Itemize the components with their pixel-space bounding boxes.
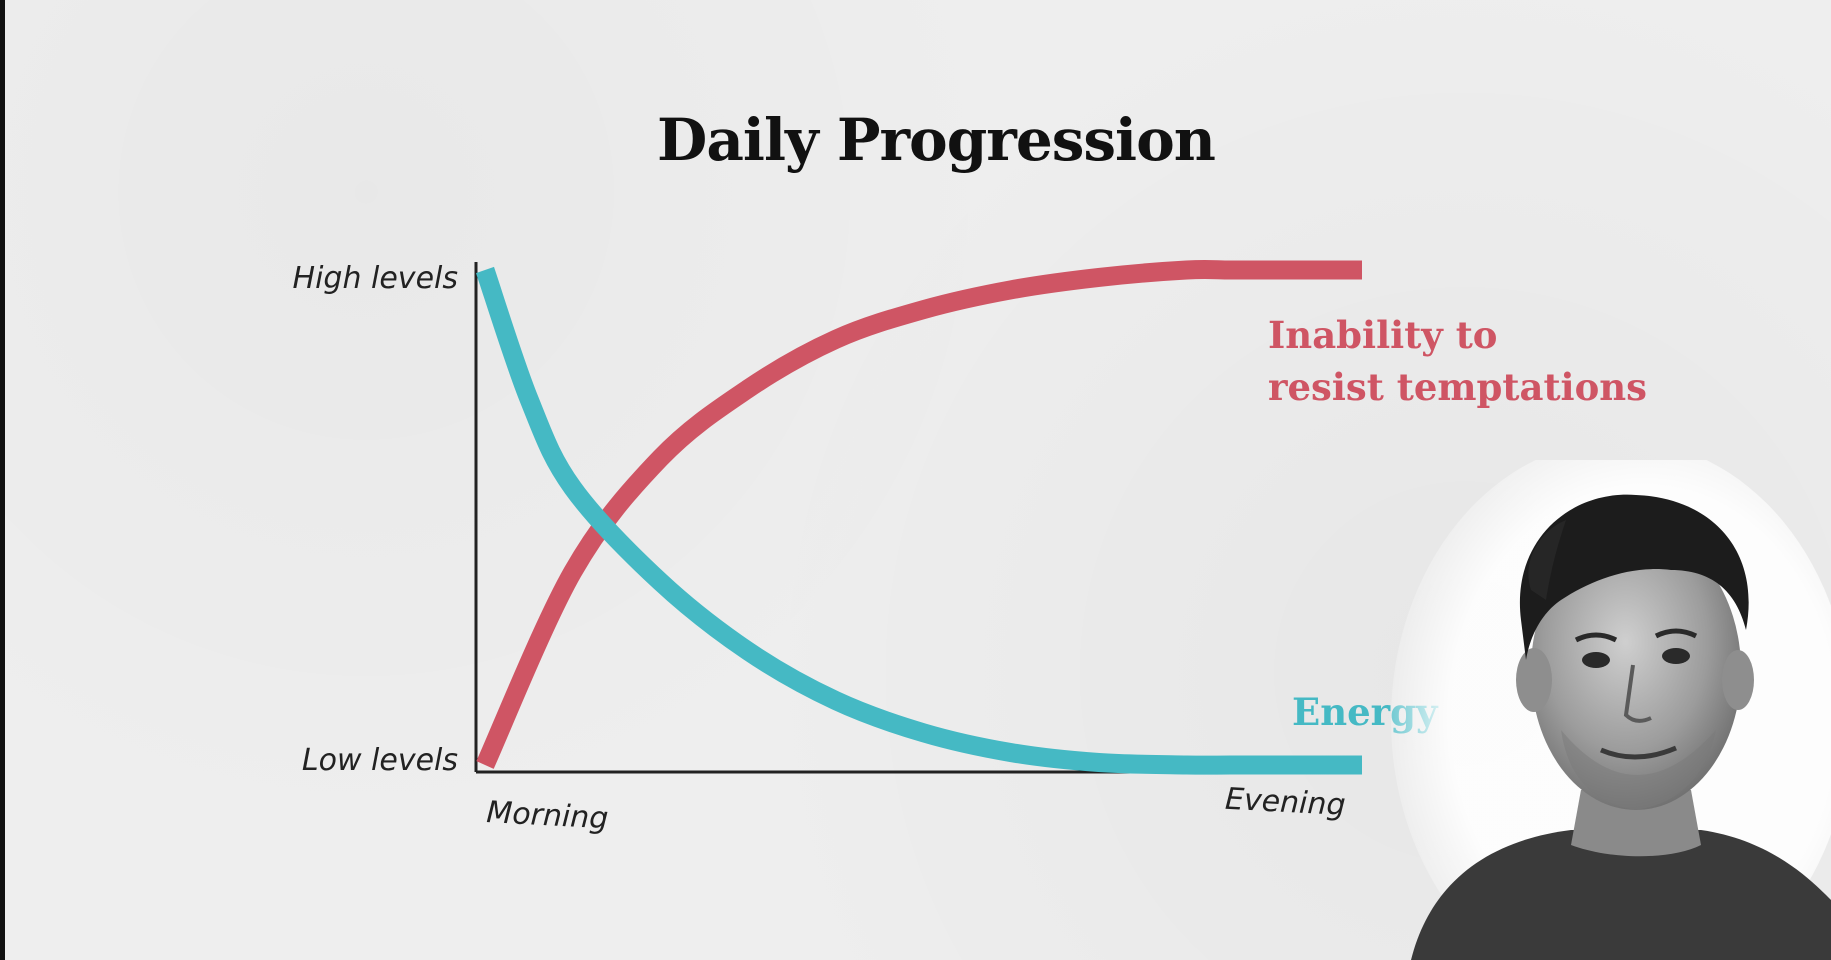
- y-tick-label-high: High levels: [293, 261, 458, 296]
- x-tick-label-evening: Evening: [1224, 782, 1346, 823]
- x-tick-label-morning: Morning: [486, 795, 610, 836]
- series-label-inability: Inability to resist temptations: [1268, 313, 1647, 409]
- series-energy-line: [476, 266, 1362, 775]
- series-inability-line: [476, 259, 1362, 769]
- speaker-photo: [1391, 460, 1831, 960]
- y-tick-label-low: Low levels: [302, 743, 458, 778]
- left-edge-bar: [0, 0, 5, 960]
- chart-title: Daily Progression: [657, 106, 1216, 174]
